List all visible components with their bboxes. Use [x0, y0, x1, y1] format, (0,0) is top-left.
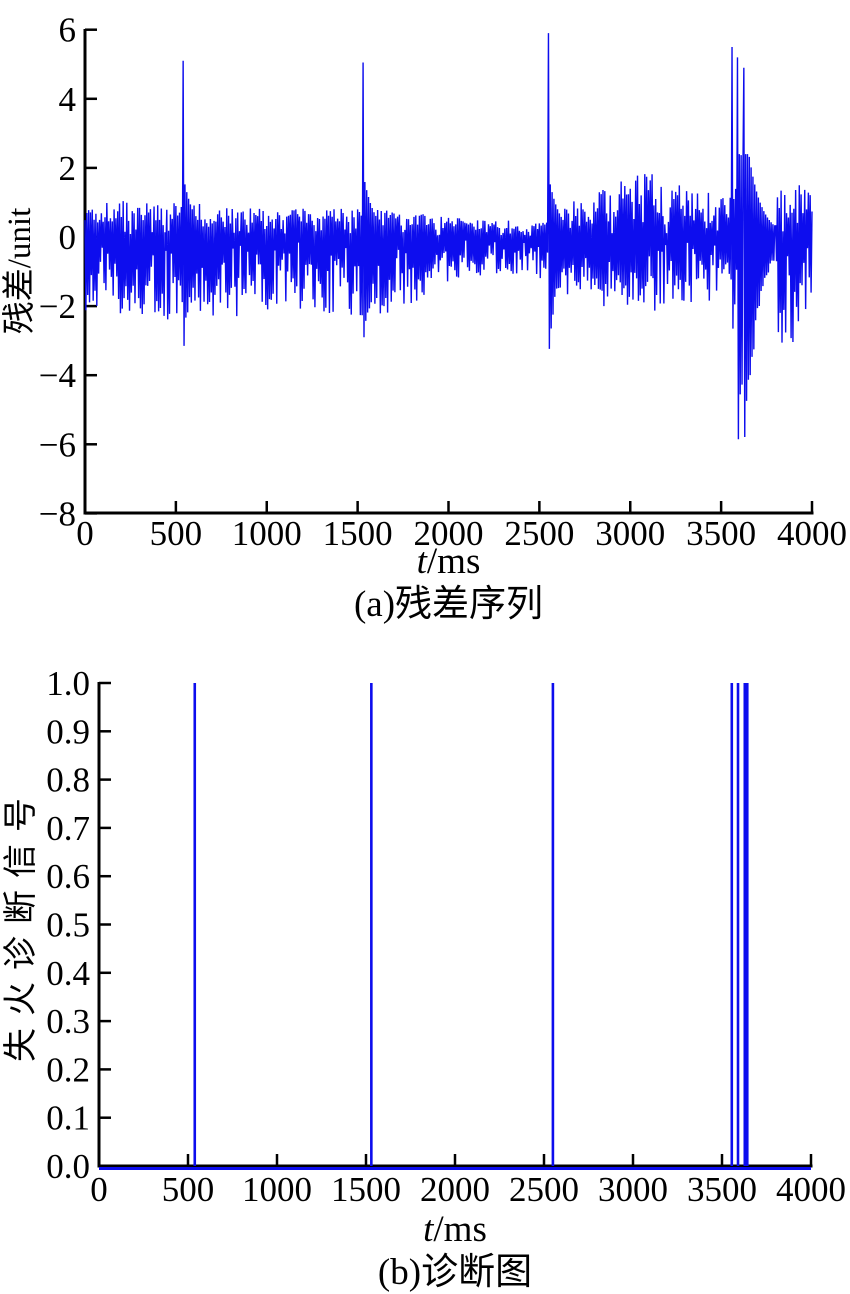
y-tick-label: 0.6 [46, 857, 90, 896]
x-tick-label: 2500 [509, 1170, 579, 1209]
x-tick-label: 1000 [232, 514, 302, 553]
x-tick-label: 3000 [598, 1170, 668, 1209]
y-tick-label: −8 [39, 494, 76, 533]
y-tick-label: 0.4 [46, 954, 90, 993]
y-tick-label: 2 [59, 149, 77, 188]
y-tick-label: 1.0 [46, 664, 90, 703]
x-tick-label: 1500 [331, 1170, 401, 1209]
x-axis-label-symbol: t [417, 541, 429, 582]
x-axis-label: t/ms [417, 541, 481, 582]
y-tick-label: 0.2 [46, 1050, 90, 1089]
x-tick-label: 1000 [242, 1170, 312, 1209]
y-tick-label: 0.0 [46, 1147, 90, 1186]
y-tick-label: 0.9 [46, 712, 90, 751]
x-axis-label-unit: /ms [427, 541, 480, 582]
y-tick-label: −6 [39, 425, 76, 464]
x-tick-label: 3000 [595, 514, 665, 553]
x-tick-label: 500 [150, 514, 203, 553]
x-tick-label: 0 [90, 1170, 108, 1209]
x-tick-label: 1500 [323, 514, 393, 553]
x-tick-label: 2000 [420, 1170, 490, 1209]
y-tick-label: 0.8 [46, 761, 90, 800]
y-tick-label: 0.3 [46, 1002, 90, 1041]
y-axis-label: 残差/unit [1, 208, 38, 335]
x-tick-label: 2000 [414, 514, 484, 553]
y-tick-label: 0.1 [46, 1099, 90, 1138]
residual-chart: 0 500 1000 1500 2000 2500 3000 3500 4000 6 4 2 0 −2 −4… [1, 11, 847, 582]
x-tick-label: 0 [76, 514, 94, 553]
x-tick-label: 2500 [504, 514, 574, 553]
y-tick-label: 4 [59, 80, 77, 119]
y-axis-label: 失火诊断信号 [2, 786, 40, 1062]
x-axis-label: t/ms [423, 1209, 487, 1250]
x-tick-label: 500 [162, 1170, 215, 1209]
x-axis-label-unit: /ms [433, 1209, 486, 1250]
residual-signal-trace [84, 33, 813, 440]
x-tick-label: 3500 [686, 514, 756, 553]
residual-chart-caption: (a)残差序列 [353, 584, 544, 625]
y-tick-label: −2 [39, 287, 76, 326]
y-tick-label: 6 [59, 11, 77, 50]
diagnosis-chart-caption: (b)诊断图 [377, 1252, 533, 1293]
y-tick-label: 0.5 [46, 906, 90, 945]
x-tick-label: 4000 [777, 514, 847, 553]
x-axis-label-symbol: t [423, 1209, 435, 1250]
y-tick-label: −4 [39, 356, 76, 395]
y-tick-label: 0 [59, 218, 77, 257]
diagnosis-chart: 0 500 1000 1500 2000 2500 3000 3500 4000 1.0 0.9 0.… [2, 664, 846, 1250]
y-tick-label: 0.7 [46, 809, 90, 848]
x-tick-label: 4000 [776, 1170, 846, 1209]
x-tick-label: 3500 [687, 1170, 757, 1209]
